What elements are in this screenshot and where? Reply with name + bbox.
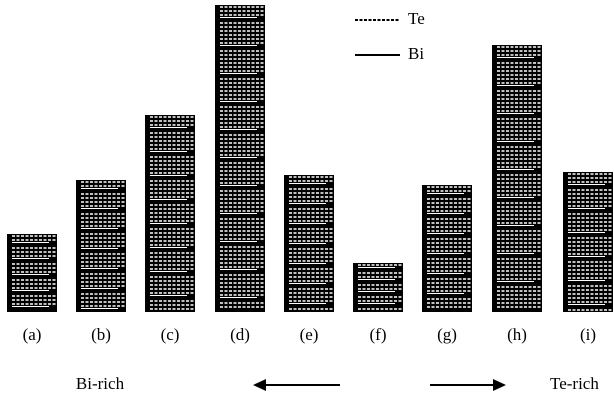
column-label: (c) (161, 325, 180, 344)
column-label: (a) (23, 325, 42, 344)
column-label: (f) (370, 325, 387, 344)
right-arrowhead (493, 379, 506, 391)
stack-body (422, 185, 472, 312)
column-label: (b) (91, 325, 111, 344)
bi-rich-label: Bi-rich (76, 374, 125, 393)
column-label: (e) (300, 325, 319, 344)
diagram: Te Bi Bi-rich Te-rich (a) (b) (c) (d) (e) (f)… (0, 0, 614, 403)
te-legend-label: Te (408, 9, 425, 28)
column-label: (d) (230, 325, 250, 344)
column-label: (i) (580, 325, 596, 344)
bi-legend-label: Bi (408, 44, 424, 63)
stack-body (353, 263, 403, 312)
left-arrowhead (253, 379, 266, 391)
column-label: (h) (507, 325, 527, 344)
te-rich-label: Te-rich (550, 374, 599, 393)
stacks: (a) (b) (c) (d) (e) (f) (g) (h) (i) (7, 5, 613, 344)
column-label: (g) (437, 325, 457, 344)
